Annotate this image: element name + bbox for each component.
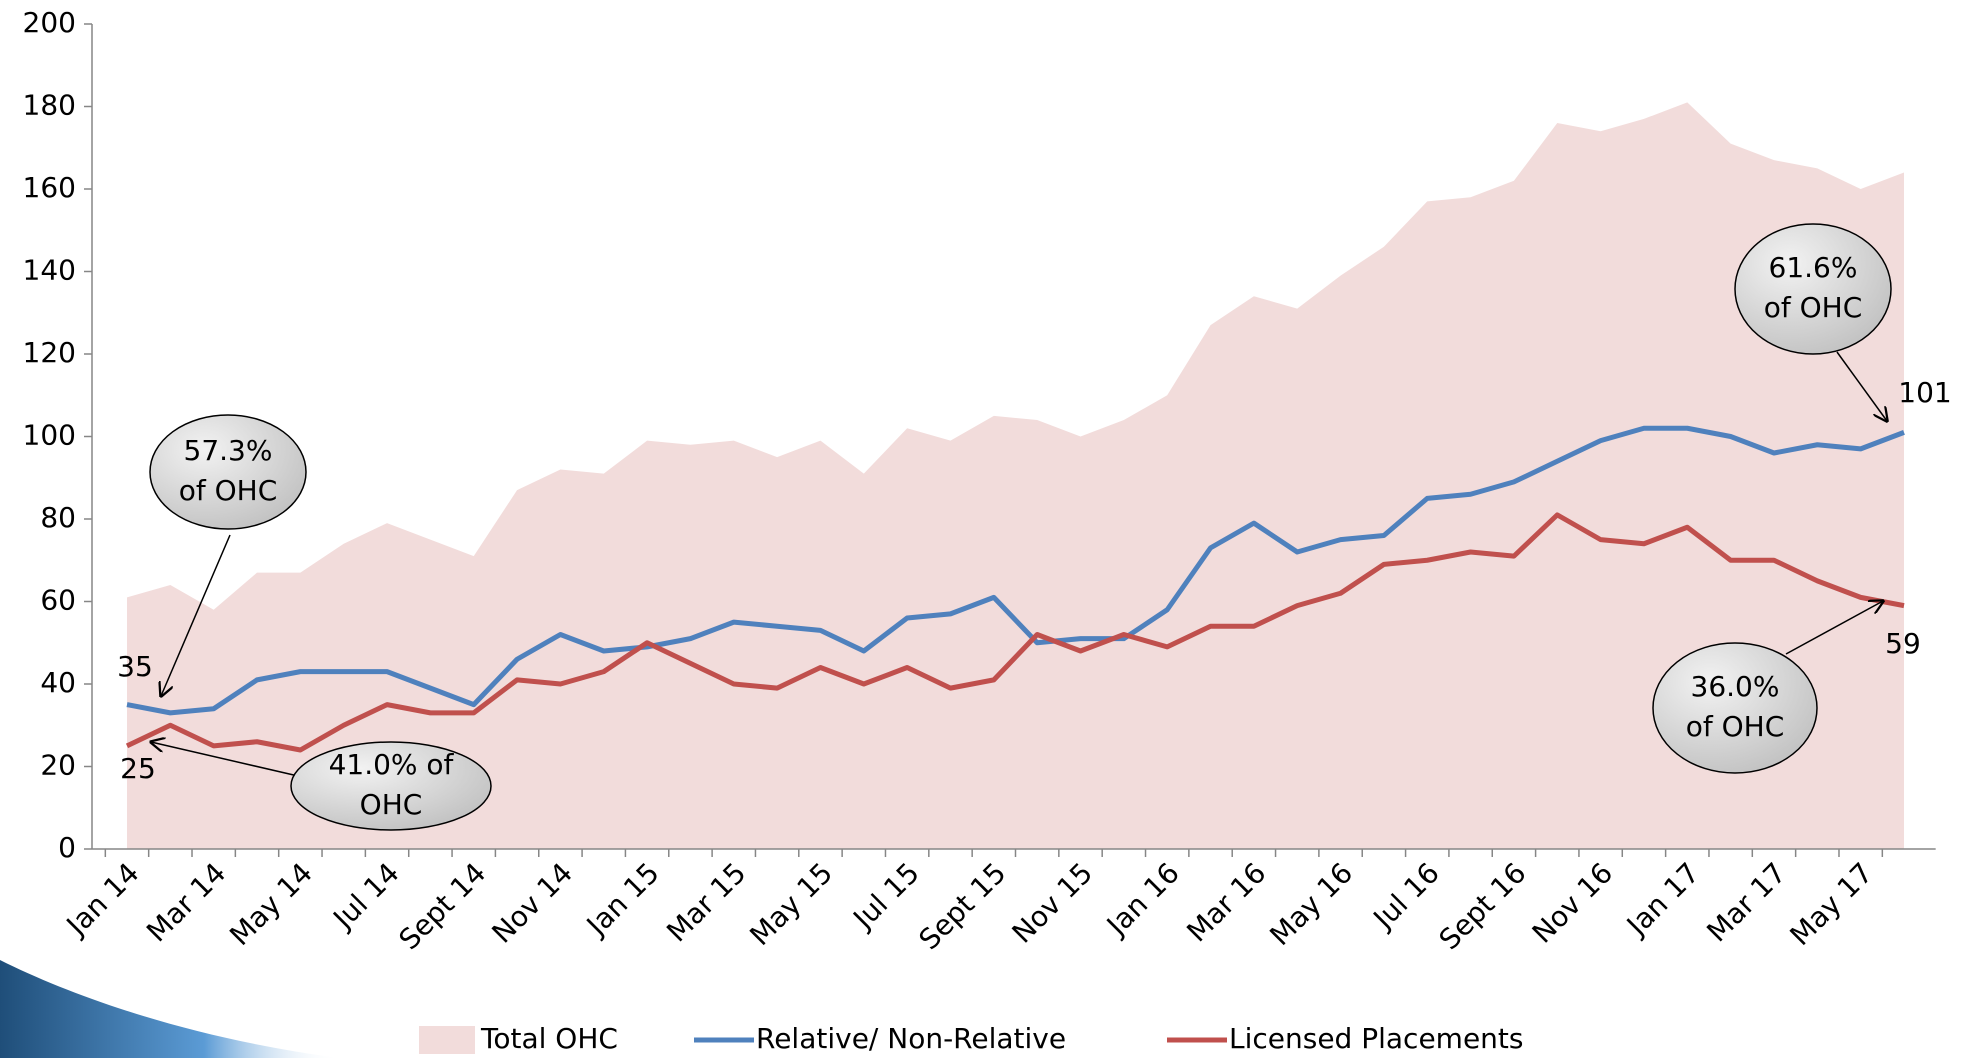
x-tick-label: Jan 15 xyxy=(579,856,666,943)
y-tick-label: 0 xyxy=(58,831,76,864)
annotation-text: of OHC xyxy=(1686,710,1785,743)
x-tick-label: Jan 17 xyxy=(1619,856,1706,943)
x-tick-label: Jul 14 xyxy=(326,856,406,936)
y-tick-label: 140 xyxy=(23,254,76,287)
y-tick-label: 60 xyxy=(40,584,76,617)
x-tick-label: Nov 15 xyxy=(1006,856,1099,949)
annotation-text: of OHC xyxy=(179,474,278,507)
annotation-text: of OHC xyxy=(1764,291,1863,324)
annotation-arrow xyxy=(151,742,299,777)
x-tick-label: Mar 16 xyxy=(1180,856,1272,948)
annotation-bubble xyxy=(290,741,492,831)
annotation-text: 36.0% xyxy=(1691,670,1780,703)
x-tick-label: Nov 14 xyxy=(486,856,579,949)
legend-label: Licensed Placements xyxy=(1229,1022,1524,1055)
line xyxy=(125,512,1905,753)
data-label: 101 xyxy=(1898,376,1951,409)
legend-label: Relative/ Non-Relative xyxy=(756,1022,1066,1055)
area xyxy=(127,102,1904,849)
decoration xyxy=(0,960,340,1058)
data-label: 35 xyxy=(117,650,153,683)
annotation-arrow xyxy=(1785,601,1883,655)
line xyxy=(126,425,1905,716)
annotation-bubble xyxy=(1652,642,1818,774)
annotation-bubble xyxy=(1734,223,1892,355)
y-tick-label: 80 xyxy=(40,501,76,534)
x-tick-label: May 14 xyxy=(223,856,319,952)
legend-label: Total OHC xyxy=(480,1022,618,1055)
annotation-text: OHC xyxy=(360,788,423,821)
y-tick-label: 20 xyxy=(40,749,76,782)
data-label: 59 xyxy=(1885,627,1921,660)
x-tick-label: May 17 xyxy=(1784,856,1880,952)
annotation-text: 61.6% xyxy=(1769,251,1858,284)
y-tick-label: 100 xyxy=(23,419,76,452)
annotation-text: 41.0% of xyxy=(329,748,455,781)
x-tick-label: Jan 14 xyxy=(59,856,146,943)
annotation-bubble xyxy=(149,414,307,530)
x-tick-label: Nov 16 xyxy=(1526,856,1619,949)
x-tick-label: May 15 xyxy=(743,856,839,952)
x-tick-label: Sept 14 xyxy=(392,856,492,956)
data-label: 25 xyxy=(120,752,156,785)
x-tick-label: Jan 16 xyxy=(1099,856,1186,943)
y-tick-label: 200 xyxy=(23,6,76,39)
legend-swatch xyxy=(419,1026,475,1054)
y-tick-label: 180 xyxy=(23,89,76,122)
x-tick-label: Mar 15 xyxy=(660,856,752,948)
annotation-arrow xyxy=(161,534,231,696)
x-tick-label: May 16 xyxy=(1263,856,1359,952)
y-tick-label: 160 xyxy=(23,171,76,204)
y-tick-label: 40 xyxy=(40,666,76,699)
x-tick-label: Jul 15 xyxy=(846,856,926,936)
x-tick-label: Mar 14 xyxy=(140,856,232,948)
annotation-arrow xyxy=(1836,351,1887,421)
x-tick-label: Jul 16 xyxy=(1366,856,1446,936)
x-tick-label: Sept 16 xyxy=(1433,856,1533,956)
annotation-text: 57.3% xyxy=(184,434,273,467)
x-tick-label: Mar 17 xyxy=(1700,856,1792,948)
x-tick-label: Sept 15 xyxy=(913,856,1013,956)
y-tick-label: 120 xyxy=(23,336,76,369)
